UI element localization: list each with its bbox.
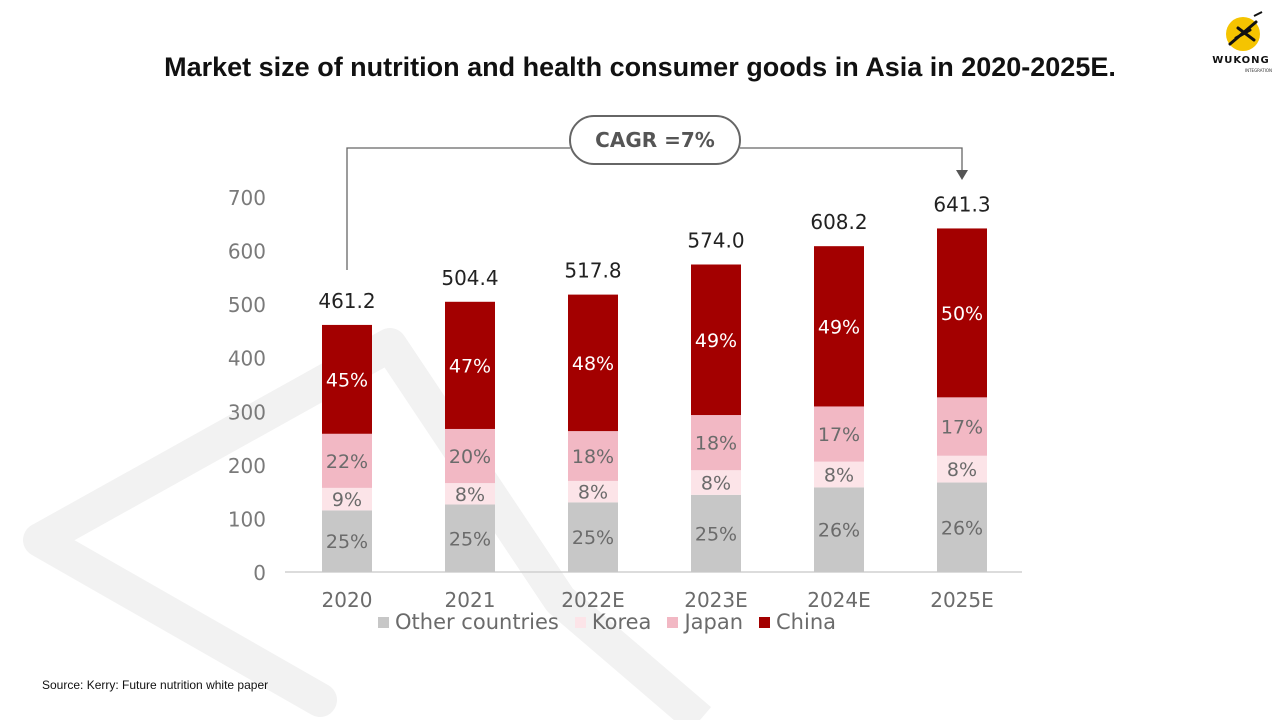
- segment-label: 8%: [578, 482, 608, 504]
- legend-item-korea: Korea: [574, 610, 652, 634]
- legend-label: Korea: [591, 610, 652, 634]
- total-label: 461.2: [318, 289, 375, 313]
- total-label: 574.0: [687, 229, 744, 253]
- y-tick-label: 100: [228, 507, 266, 531]
- bar-segment-korea: [691, 470, 741, 495]
- legend-swatch: [667, 616, 679, 628]
- logo-wordmark: WUKONG: [1212, 55, 1270, 66]
- segment-label: 18%: [695, 433, 737, 455]
- bar-segment-korea: [322, 487, 372, 511]
- bar-segment-china: [568, 294, 618, 432]
- segment-label: 47%: [449, 355, 491, 377]
- segment-label: 50%: [941, 303, 983, 325]
- legend-label: Other countries: [395, 610, 559, 634]
- bar-segment-korea: [814, 461, 864, 488]
- segment-label: 20%: [449, 446, 491, 468]
- bar-segment-china: [937, 228, 987, 398]
- x-tick-label: 2020: [322, 588, 373, 612]
- legend-item-other: Other countries: [378, 610, 559, 634]
- total-label: 608.2: [810, 210, 867, 234]
- segment-label: 8%: [455, 484, 485, 506]
- wukong-logo-icon: [1226, 11, 1263, 51]
- legend-label: Japan: [684, 610, 744, 634]
- page-title: Market size of nutrition and health cons…: [164, 52, 1116, 82]
- segment-label: 49%: [695, 330, 737, 352]
- legend-swatch: [574, 616, 586, 628]
- segment-label: 49%: [818, 316, 860, 338]
- bar-segment-korea: [445, 483, 495, 505]
- cagr-label: CAGR =7%: [595, 128, 715, 152]
- legend-label: China: [776, 610, 837, 634]
- total-label: 641.3: [933, 192, 990, 216]
- total-label: 504.4: [441, 266, 498, 290]
- total-label: 517.8: [564, 259, 621, 283]
- y-tick-label: 700: [228, 186, 266, 210]
- y-tick-label: 0: [253, 561, 266, 585]
- legend-item-china: China: [759, 610, 836, 634]
- segment-label: 26%: [818, 520, 860, 542]
- bar-segment-other: [322, 510, 372, 572]
- y-tick-label: 300: [228, 400, 266, 424]
- cagr-box: [569, 115, 741, 165]
- segment-label: 17%: [818, 424, 860, 446]
- x-tick-label: 2024E: [807, 588, 871, 612]
- bar-segment-china: [691, 264, 741, 416]
- cagr-annotation: CAGR =7%: [346, 115, 968, 270]
- bar-segment-japan: [445, 428, 495, 484]
- bar-segment-china: [814, 246, 864, 407]
- x-tick-label: 2022E: [561, 588, 625, 612]
- y-axis: 0 100 200 300 400 500 600 700: [228, 186, 1022, 585]
- segment-label: 22%: [326, 451, 368, 473]
- bar-segment-japan: [937, 397, 987, 456]
- segment-label: 48%: [572, 353, 614, 375]
- bar-segment-china: [445, 301, 495, 429]
- bar-segment-other: [814, 487, 864, 572]
- legend-item-japan: Japan: [667, 610, 743, 634]
- legend-swatch: [378, 616, 389, 628]
- legend-swatch: [759, 616, 771, 628]
- bar-segment-korea: [937, 455, 987, 483]
- bars: 25% 9% 22% 45% 461.2 2020 25% 8% 20% 47% 504.4 2021…: [318, 192, 993, 612]
- segment-label: 45%: [326, 369, 368, 391]
- y-tick-label: 400: [228, 347, 266, 371]
- cagr-arrowhead-icon: [956, 170, 968, 180]
- bar-segment-japan: [322, 433, 372, 488]
- segment-label: 8%: [947, 459, 977, 481]
- segment-label: 25%: [326, 531, 368, 553]
- segment-label: 25%: [695, 523, 737, 545]
- segment-label: 18%: [572, 446, 614, 468]
- bar-segment-korea: [568, 480, 618, 503]
- segment-label: 25%: [449, 528, 491, 550]
- segment-label: 9%: [332, 489, 362, 511]
- x-tick-label: 2023E: [684, 588, 748, 612]
- bar-segment-other: [937, 482, 987, 572]
- bar-segment-china: [322, 324, 372, 434]
- bar-segment-japan: [568, 431, 618, 481]
- bar-segment-japan: [814, 406, 864, 462]
- segment-label: 25%: [572, 527, 614, 549]
- x-tick-label: 2025E: [930, 588, 994, 612]
- bar-segment-other: [691, 494, 741, 572]
- bar-segment-other: [568, 502, 618, 572]
- y-tick-label: 600: [228, 240, 266, 264]
- logo-subtext: INTEGRATION: [1244, 68, 1272, 73]
- legend: Other countries Korea Japan China: [378, 610, 852, 634]
- segment-label: 17%: [941, 417, 983, 439]
- x-tick-label: 2021: [445, 588, 496, 612]
- segment-label: 26%: [941, 517, 983, 539]
- source-note: Source: Kerry: Future nutrition white pa…: [42, 678, 269, 692]
- y-tick-label: 200: [228, 454, 266, 478]
- y-tick-label: 500: [228, 293, 266, 317]
- segment-label: 8%: [824, 465, 854, 487]
- bar-segment-japan: [691, 415, 741, 471]
- segment-label: 8%: [701, 473, 731, 495]
- bar-segment-other: [445, 504, 495, 572]
